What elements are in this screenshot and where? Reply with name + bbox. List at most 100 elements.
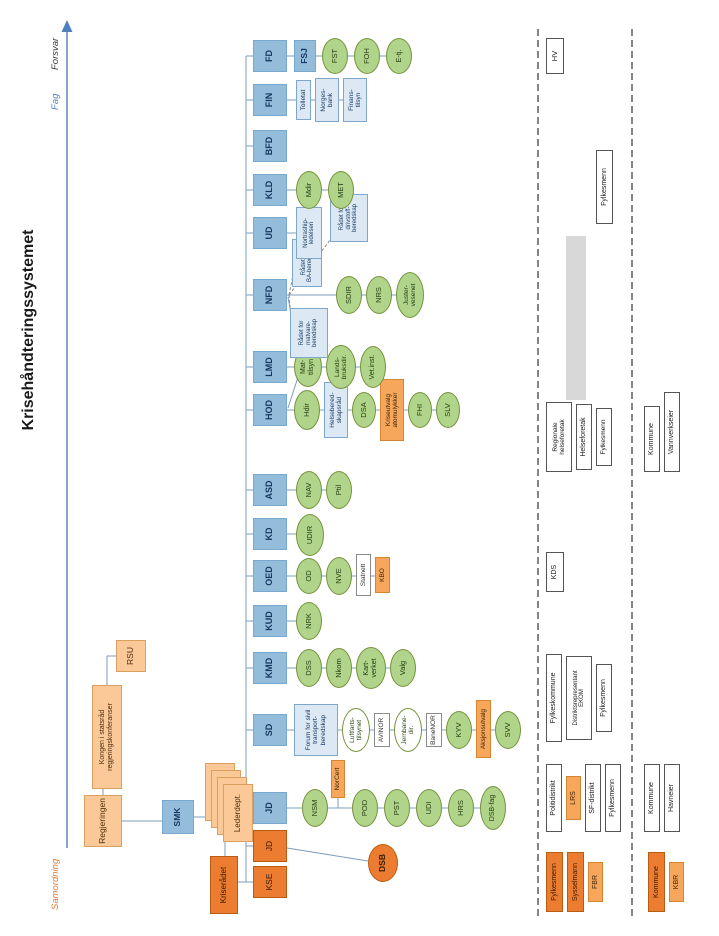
kbo: KBO bbox=[375, 557, 390, 593]
norcert: NorCert bbox=[331, 760, 345, 798]
nkom: Nkom bbox=[326, 648, 352, 688]
dept-nfd: NFD bbox=[253, 279, 287, 311]
sf-distrikt: SF-distrikt bbox=[585, 764, 601, 832]
dept-fin: FIN bbox=[253, 84, 287, 116]
kartverket: Kart- verket bbox=[356, 647, 386, 689]
dept-kud: KUD bbox=[253, 605, 287, 637]
dept-fd: FD bbox=[253, 40, 287, 72]
havneier: Havneier bbox=[664, 764, 680, 832]
dept-jd: JD bbox=[253, 792, 287, 824]
met: MET bbox=[328, 171, 354, 209]
regionale-helseforetak: Regionale helseforetak bbox=[546, 402, 572, 472]
regional-gray-bar bbox=[566, 236, 586, 400]
pod: POD bbox=[352, 789, 378, 827]
nve: NVE bbox=[326, 557, 352, 595]
vannverkseier: Vannverkseier bbox=[664, 392, 680, 472]
helseberedskapsrad: Helsebered- skapsråd bbox=[324, 382, 348, 438]
axis-label-fag: Fag bbox=[50, 93, 61, 110]
luftfartstilsynet: Luftfarts- tilsynet bbox=[342, 708, 370, 752]
fylkeskommune: Fylkeskommune bbox=[546, 654, 562, 742]
dept-bfd: BFD bbox=[253, 130, 287, 162]
sdir: SDIR bbox=[336, 276, 362, 314]
dept-lmd: LMD bbox=[253, 351, 287, 383]
nrk: NRK bbox=[296, 602, 322, 640]
lrs: LRS bbox=[566, 776, 581, 820]
dept-kd: KD bbox=[253, 518, 287, 550]
kongen-i-statsrad: Kongen i statsråd regjeringskonferanser bbox=[92, 685, 122, 789]
jernbanedirektoratet: Jernbane- dir. bbox=[394, 708, 422, 752]
foh: FOH bbox=[354, 38, 380, 74]
nav: NAV bbox=[296, 471, 322, 509]
avinor: AVINOR bbox=[374, 713, 390, 747]
fbr: FBR bbox=[588, 862, 603, 902]
kse: KSE bbox=[253, 866, 287, 898]
hdir: Hdir bbox=[294, 390, 320, 430]
axis-label-samordning: Samordning bbox=[50, 858, 61, 910]
dsb: DSB bbox=[368, 844, 398, 882]
dsb-fag: DSB-fag bbox=[480, 786, 506, 830]
helseforetak: Helseforetak bbox=[576, 404, 592, 470]
dept-hod: HOD bbox=[253, 394, 287, 426]
forum-sivil-transportberedskap: Forum for sivil transport- beredskap bbox=[294, 704, 338, 756]
axis-arrowhead-icon bbox=[61, 20, 73, 32]
axis-label-forsvar: Forsvar bbox=[50, 37, 61, 70]
kyv: KYV bbox=[446, 711, 472, 749]
dss: DSS bbox=[296, 649, 322, 687]
landbruksdirektoratet: Lands- bruksdir. bbox=[326, 345, 356, 389]
svv: SVV bbox=[495, 711, 521, 749]
connector-line bbox=[286, 847, 369, 862]
lokal-kommune: Kommune bbox=[648, 852, 665, 912]
dept-kmd: KMD bbox=[253, 652, 287, 684]
distriktsrepresentant-ekom: Distriktsrepresentant EKOM bbox=[566, 656, 592, 740]
kriseutvalg-atomulykker: Kriseutvalg atomulykker bbox=[380, 379, 404, 441]
sysselmann: Sysselmann bbox=[567, 852, 584, 912]
regional-fylkesmenn-hod: Fylkesmenn bbox=[596, 408, 612, 466]
jd-samordning: JD bbox=[253, 830, 287, 862]
aksjonsutvalg: Aksjonsutvalg bbox=[476, 700, 491, 758]
fsj: FSJ bbox=[294, 40, 316, 72]
hrs: HRS bbox=[448, 789, 474, 827]
lokal-kommune-vann: Kommune bbox=[644, 406, 660, 472]
fst: FST bbox=[322, 38, 348, 74]
od: OD bbox=[296, 558, 322, 594]
pst: PST bbox=[384, 789, 410, 827]
veterinaerinstituttet: Vet.inst. bbox=[360, 346, 386, 388]
kbr: KBR bbox=[669, 862, 684, 902]
regjeringen: Regjeringen bbox=[84, 795, 122, 847]
udi: UDI bbox=[416, 789, 442, 827]
regional-fylkesmenn-jd: Fylkesmenn bbox=[605, 764, 621, 832]
nsm: NSM bbox=[302, 789, 328, 827]
fhi: FHI bbox=[408, 392, 432, 428]
kds: KDS bbox=[546, 552, 564, 592]
regional-fylkesmenn-kld: Fylkesmenn bbox=[596, 150, 613, 224]
chart-title: Krisehåndteringssystemet bbox=[20, 229, 37, 431]
regional-fylkesmenn-sd: Fylkesmenn bbox=[596, 664, 612, 732]
dept-asd: ASD bbox=[253, 474, 287, 506]
regional-fylkesmenn: Fylkesmenn bbox=[546, 852, 563, 912]
kriseradet: Kriserådet bbox=[210, 856, 238, 914]
justervesenet: Juster- vesenet bbox=[396, 272, 424, 318]
banenor: BaneNOR bbox=[426, 713, 442, 747]
tolletat: Tolletat bbox=[296, 80, 311, 120]
dept-ud: UD bbox=[253, 217, 287, 249]
ptil: Ptil bbox=[326, 471, 352, 509]
statnett: Statnett bbox=[356, 554, 371, 596]
mdir: Mdir bbox=[296, 171, 322, 209]
e-tj: E-tj. bbox=[386, 38, 412, 74]
politidistrikt: Politidistrikt bbox=[546, 764, 562, 832]
rsu: RSU bbox=[116, 640, 146, 672]
finanstilsynet: Finans- tilsyn bbox=[343, 78, 367, 122]
hv: HV bbox=[546, 38, 564, 74]
dept-kld: KLD bbox=[253, 174, 287, 206]
nortraship-ledelsen: Nortraship- ledelsen bbox=[296, 207, 322, 259]
radet-matvareberedskap: Rådet for matvare- beredskap bbox=[290, 308, 328, 358]
slv: SLV bbox=[436, 392, 460, 428]
udir: UDIR bbox=[296, 514, 324, 556]
dept-oed: OED bbox=[253, 560, 287, 592]
lederdept: Lederdept. bbox=[223, 784, 253, 842]
lokal-kommune-havn: Kommune bbox=[644, 764, 660, 832]
smk: SMK bbox=[162, 800, 194, 834]
dsa: DSA bbox=[352, 392, 376, 428]
